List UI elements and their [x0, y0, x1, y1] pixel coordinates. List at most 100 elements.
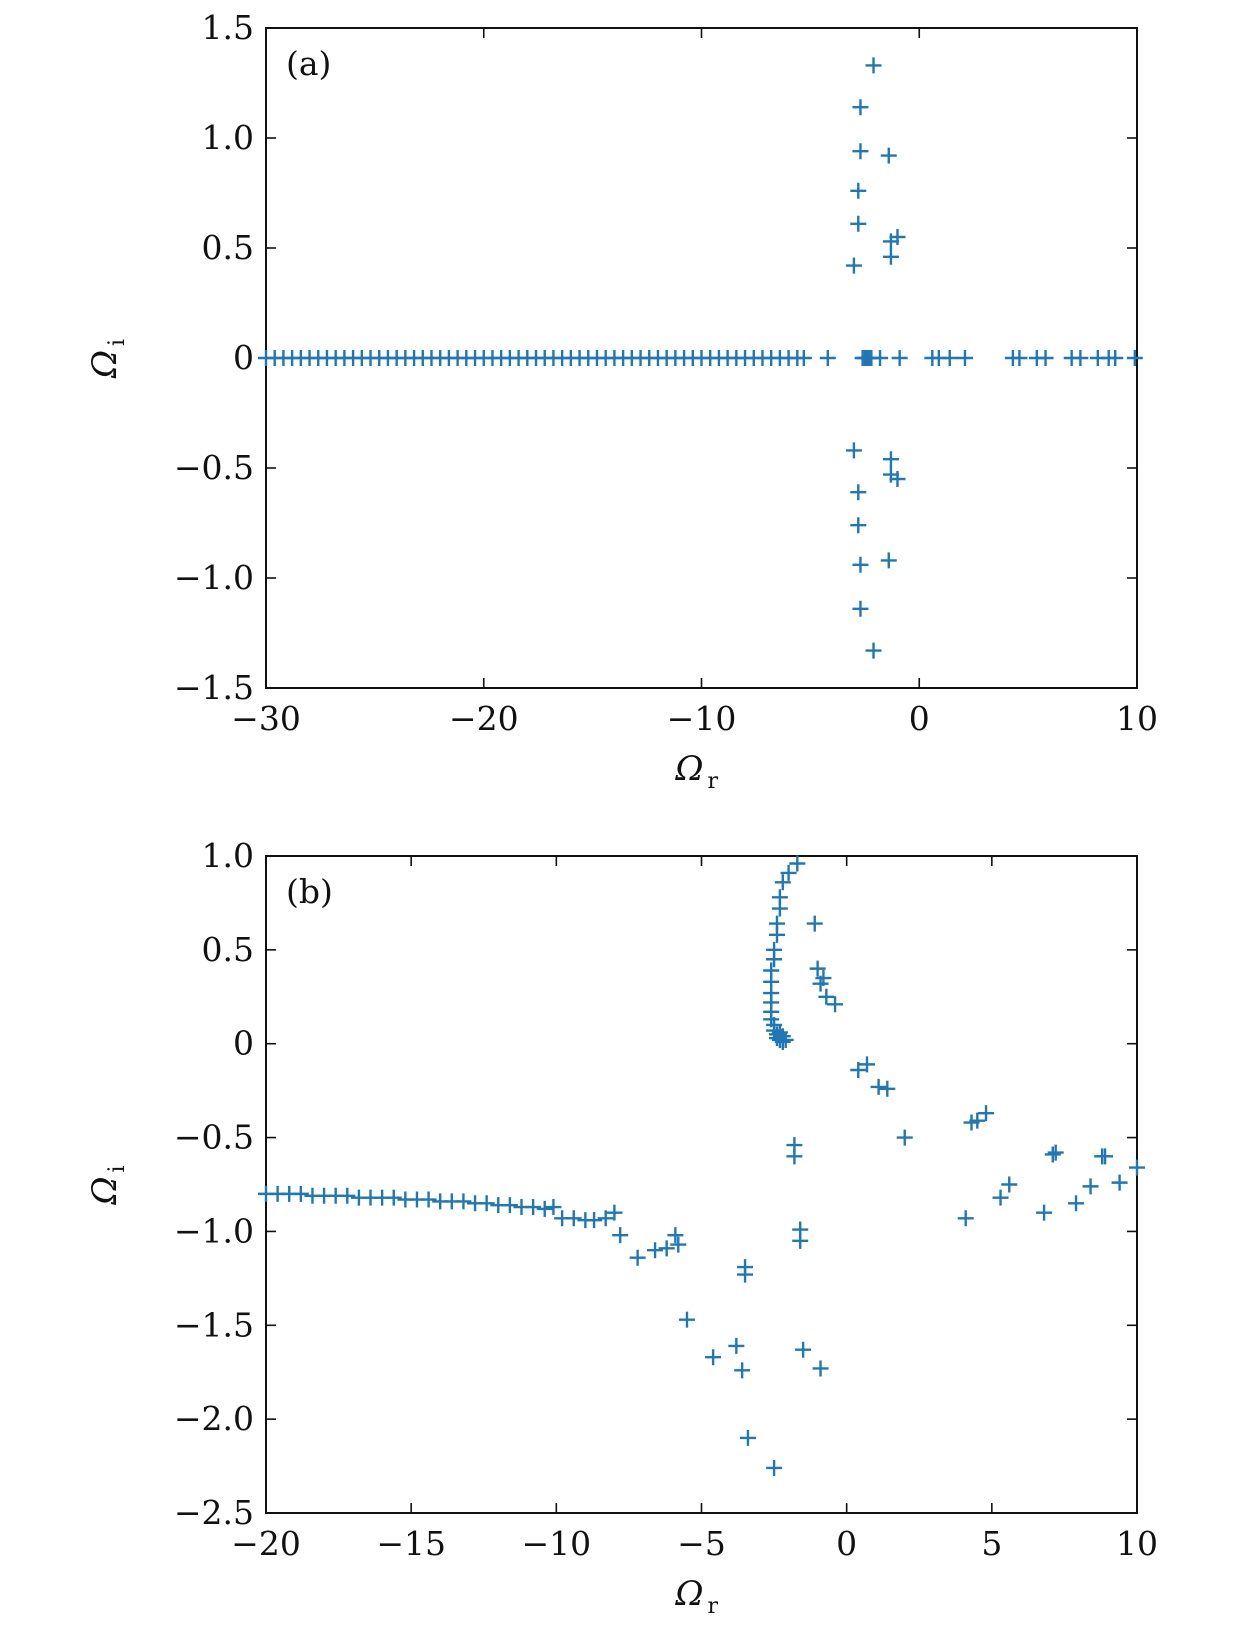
data-point: [956, 350, 973, 366]
data-point: [850, 484, 867, 501]
y-tick-label: −2.5: [174, 1493, 254, 1532]
data-point: [880, 147, 897, 164]
x-tick-label: −5: [677, 1524, 726, 1563]
data-point: [667, 1227, 684, 1244]
y-tick-label: 1.0: [202, 836, 254, 875]
x-tick-label: −30: [231, 699, 301, 738]
x-tick-label: 0: [836, 1524, 857, 1563]
data-point: [728, 1337, 745, 1354]
y-tick-label: −1.0: [174, 558, 254, 597]
data-point: [1072, 350, 1089, 366]
data-point: [766, 1459, 783, 1476]
x-tick-label: 0: [909, 699, 930, 738]
data-point: [882, 248, 899, 265]
data-point: [612, 1227, 629, 1244]
y-tick-label: −0.5: [174, 448, 254, 487]
data-point: [565, 1210, 582, 1227]
data-point: [872, 350, 889, 366]
data-point: [795, 1341, 812, 1358]
data-point: [292, 1185, 309, 1202]
data-point: [806, 915, 823, 932]
data-point: [957, 1210, 974, 1227]
data-point: [678, 1311, 695, 1328]
x-tick-label: 5: [981, 1524, 1002, 1563]
data-point: [858, 1056, 875, 1073]
x-axis-label-subscript: r: [708, 769, 719, 794]
data-point: [1126, 350, 1143, 366]
data-point: [771, 900, 788, 917]
x-axis-label: Ω: [674, 749, 703, 789]
data-point: [525, 1199, 542, 1216]
data-point: [536, 1200, 553, 1217]
data-point: [818, 988, 835, 1005]
data-point: [586, 1212, 603, 1229]
data-point: [992, 1189, 1009, 1206]
data-point: [420, 1191, 437, 1208]
data-point: [865, 642, 882, 659]
y-axis-label-subscript: i: [105, 339, 130, 346]
data-point: [941, 350, 958, 366]
data-point: [501, 1197, 518, 1214]
y-axis-label-group: Ωi: [85, 339, 130, 379]
data-point: [870, 1078, 887, 1095]
data-point: [629, 1249, 646, 1266]
data-point: [845, 442, 862, 459]
y-tick-label: 0.5: [202, 930, 254, 969]
data-point: [670, 1236, 687, 1253]
data-point: [865, 57, 882, 74]
data-point: [455, 1193, 472, 1210]
y-tick-label: −1.5: [174, 1305, 254, 1344]
panel-b-plot: −20 −15 −10 −5 0 5 10 −2.5 −2.0 −1.5 −1.0 −0.5 0 0.5 1…: [85, 836, 1158, 1619]
x-axis-label: Ω: [674, 1574, 703, 1614]
data-point: [882, 451, 899, 468]
data-point: [792, 1232, 809, 1249]
y-tick-label: −1.5: [174, 668, 254, 707]
data-point: [478, 1195, 495, 1212]
data-point: [647, 1242, 664, 1259]
x-tick-label: −15: [376, 1524, 446, 1563]
data-point: [771, 1024, 788, 1041]
data-point: [1129, 1159, 1145, 1176]
data-point: [1111, 1174, 1128, 1191]
data-point: [1082, 1178, 1099, 1195]
y-axis-label: Ω: [85, 1176, 125, 1205]
data-point: [815, 970, 832, 987]
x-tick-label: −20: [231, 1524, 301, 1563]
data-point: [597, 1210, 614, 1227]
data-point: [795, 350, 812, 366]
data-point: [879, 1080, 896, 1097]
y-tick-label: −1.0: [174, 1211, 254, 1250]
data-point: [1011, 350, 1028, 366]
data-point: [852, 143, 869, 160]
y-tick-label: −2.0: [174, 1399, 254, 1438]
data-point: [850, 215, 867, 232]
y-tick-label: −0.5: [174, 1118, 254, 1157]
data-point: [705, 1349, 722, 1366]
data-point: [1044, 1146, 1061, 1163]
data-point: [385, 1189, 402, 1206]
x-tick-label: −10: [667, 699, 737, 738]
data-point: [880, 552, 897, 569]
data-point: [978, 1105, 995, 1122]
data-point: [1037, 350, 1054, 366]
data-point: [852, 600, 869, 617]
data-point: [845, 257, 862, 274]
data-point: [812, 1360, 829, 1377]
data-point: [789, 855, 806, 872]
data-point: [786, 1148, 803, 1165]
x-tick-label: 10: [1116, 699, 1158, 738]
data-point: [1047, 1144, 1064, 1161]
data-point: [606, 1204, 623, 1221]
y-tick-label: 0.5: [202, 228, 254, 267]
data-point: [545, 1199, 562, 1216]
data-point: [809, 960, 826, 977]
data-point: [768, 926, 785, 943]
data-point: [1036, 1204, 1053, 1221]
data-point: [1068, 1195, 1085, 1212]
panel-label: (a): [286, 44, 331, 83]
x-axis-label-subscript: r: [708, 1594, 719, 1619]
data-point: [339, 1187, 356, 1204]
data-point: [827, 996, 844, 1013]
data-point: [780, 864, 797, 881]
